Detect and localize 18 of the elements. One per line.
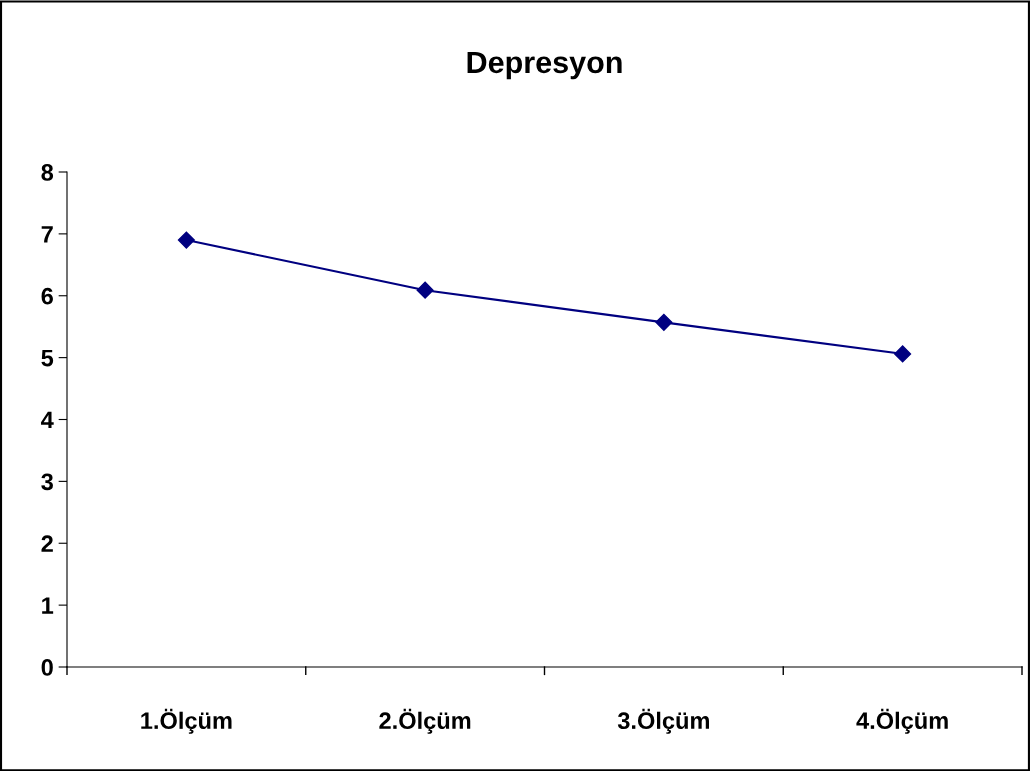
x-tick-label: 3.Ölçüm (617, 708, 709, 734)
point (894, 345, 912, 363)
x-tick-label: 1.Ölçüm (141, 708, 232, 734)
y-tick-label: 0 (41, 659, 53, 676)
y-tick-label: 7 (41, 226, 53, 243)
y-tick-label: 5 (41, 349, 54, 367)
point (416, 281, 434, 299)
y-tick-label: 1 (42, 597, 54, 614)
y-tick-label: 6 (41, 287, 53, 305)
y-tick-label: 4 (41, 411, 54, 429)
point (655, 313, 673, 331)
y-tick-label: 2 (41, 535, 53, 552)
point (177, 231, 195, 249)
chart-title: Depresyon (467, 51, 622, 80)
y-tick-label: 3 (41, 473, 53, 491)
x-tick-label: 2.Ölçüm (379, 708, 471, 734)
y-tick-label: 8 (41, 164, 54, 181)
x-tick-label: 4.Ölçüm (856, 708, 948, 734)
